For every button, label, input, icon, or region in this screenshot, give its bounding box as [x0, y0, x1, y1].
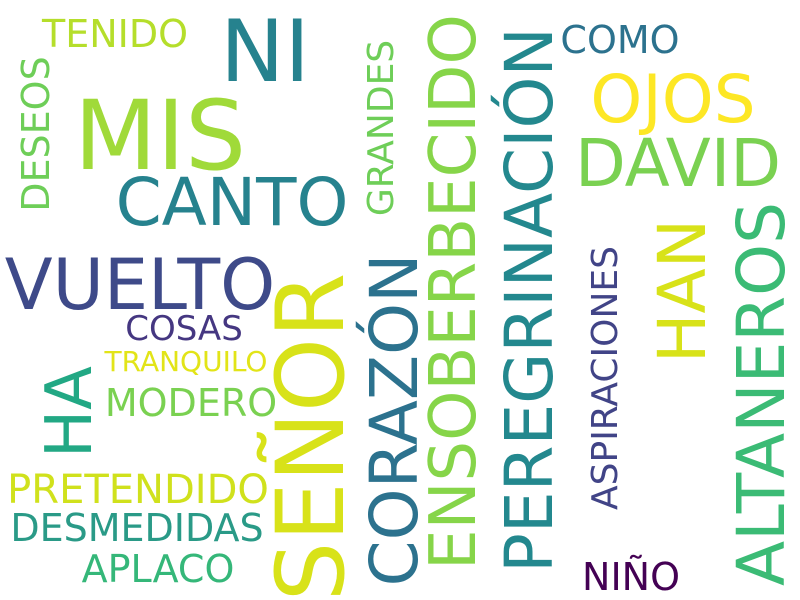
word-altaneros: ALTANEROS	[723, 202, 800, 586]
word-cosas: COSAS	[125, 309, 243, 349]
word-grandes: GRANDES	[361, 39, 402, 217]
word-mis: MIS	[73, 80, 247, 192]
word-han: HAN	[644, 218, 721, 364]
word-canto: CANTO	[115, 164, 349, 241]
word-senor: SEÑOR	[257, 272, 366, 600]
word-nino: NIÑO	[582, 555, 680, 599]
word-modero: MODERO	[104, 381, 278, 425]
word-david: DAVID	[574, 125, 782, 202]
word-deseos: DESEOS	[14, 56, 58, 212]
word-tenido: TENIDO	[41, 12, 189, 56]
word-tranquilo: TRANQUILO	[104, 345, 268, 378]
word-peregrinacion: PEREGRINACIÓN	[491, 27, 568, 573]
word-desmedidas: DESMEDIDAS	[10, 506, 264, 550]
word-como: COMO	[560, 18, 680, 62]
word-ni: NI	[220, 2, 310, 102]
word-aspiraciones: ASPIRACIONES	[585, 246, 626, 510]
word-ha: HA	[33, 366, 107, 458]
word-aplaco: APLACO	[81, 547, 235, 591]
word-ensoberbecido: ENSOBERBECIDO	[417, 14, 491, 570]
word-ojos: OJOS	[590, 61, 756, 138]
word-vuelto: VUELTO	[4, 244, 276, 326]
word-pretendido: PRETENDIDO	[7, 467, 269, 513]
